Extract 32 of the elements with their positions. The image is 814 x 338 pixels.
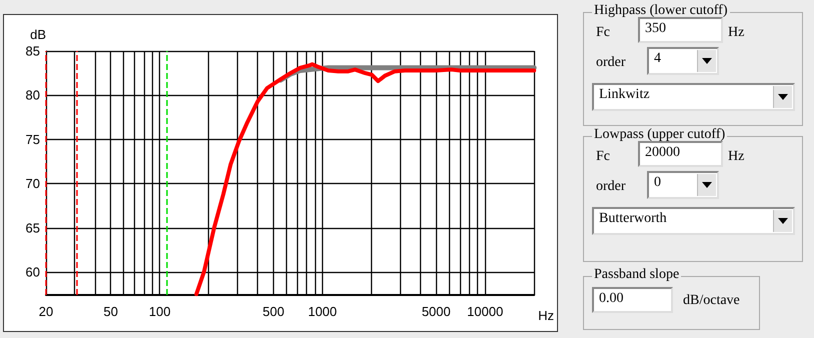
y-axis-title: dB — [30, 27, 46, 42]
dropdown-field: Linkwitz — [592, 83, 795, 111]
y-tick-label: 65 — [26, 220, 40, 236]
x-tick-label: 20 — [38, 304, 54, 319]
text: dB/octave — [683, 293, 740, 308]
y-tick-label: 60 — [26, 264, 40, 280]
text: Hz — [728, 149, 744, 164]
text: Fc — [596, 149, 610, 164]
y-tick-label: 80 — [26, 88, 40, 103]
x-tick-label: 1000 — [308, 304, 337, 319]
y-tick-label: 70 — [26, 176, 40, 192]
text: Hz — [728, 25, 744, 40]
x-tick-label: 100 — [148, 304, 171, 319]
text-field: 350 — [638, 17, 723, 43]
text: order — [596, 55, 626, 70]
dropdown-field: 4 — [647, 47, 719, 75]
x-tick-label: 500 — [262, 304, 284, 319]
text: Fc — [596, 25, 610, 40]
text-field: 0.00 — [592, 287, 673, 313]
text-field: 20000 — [638, 141, 723, 167]
text: Lowpass (upper cutoff) — [592, 127, 728, 143]
text: Highpass (lower cutoff) — [592, 3, 730, 19]
text: Passband slope — [592, 267, 682, 283]
x-axis-title: Hz — [538, 308, 554, 323]
y-tick-label: 75 — [26, 132, 40, 147]
x-tick-label: 5000 — [422, 304, 451, 319]
dropdown-field: 0 — [647, 171, 719, 199]
x-tick-label: 10000 — [467, 304, 504, 319]
y-tick-label: 85 — [26, 44, 40, 58]
x-tick-label: 50 — [104, 304, 118, 319]
text: order — [596, 179, 626, 194]
dropdown-field: Butterworth — [592, 207, 795, 235]
